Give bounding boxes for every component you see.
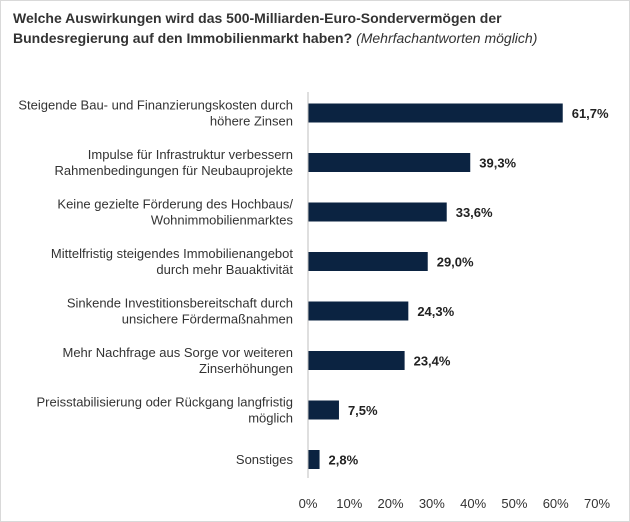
category-label: Wohnimmobilienmarktes — [151, 213, 294, 228]
data-label: 39,3% — [479, 156, 516, 171]
x-tick-label: 20% — [378, 496, 404, 511]
category-label: Zinserhöhungen — [199, 361, 293, 376]
category-label: höhere Zinsen — [210, 114, 293, 129]
x-tick-label: 70% — [584, 496, 610, 511]
data-label: 23,4% — [414, 354, 451, 369]
data-label: 33,6% — [456, 205, 493, 220]
category-label: Impulse für Infrastruktur verbessern — [88, 147, 293, 162]
bar — [308, 103, 563, 123]
data-label: 61,7% — [572, 106, 609, 121]
x-tick-label: 30% — [419, 496, 445, 511]
category-label: Sinkende Investitionsbereitschaft durch — [67, 296, 293, 311]
value-labels: 61,7% 39,3% 33,6% 29,0% 24,3% 23,4% 7,5% 2,8% — [329, 106, 609, 468]
x-tick-label: 0% — [299, 496, 318, 511]
category-label: Rahmenbedingungen für Neubauprojekte — [54, 163, 293, 178]
chart-title-main: Welche Auswirkungen wird das 500-Milliar… — [13, 10, 502, 46]
chart-subtitle: (Mehrfachantworten möglich) — [356, 30, 538, 46]
category-label: durch mehr Bauaktivität — [156, 262, 293, 277]
bar — [308, 400, 339, 420]
category-label: Keine gezielte Förderung des Hochbaus/ — [57, 197, 293, 212]
bar — [308, 450, 320, 469]
data-label: 24,3% — [417, 304, 454, 319]
bar — [308, 301, 409, 321]
category-label: möglich — [248, 411, 293, 426]
category-label: Sonstiges — [236, 452, 294, 467]
category-label: Preisstabilisierung oder Rückgang langfr… — [36, 395, 293, 410]
category-label: Steigende Bau- und Finanzierungskosten d… — [18, 98, 293, 113]
x-tick-label: 10% — [336, 496, 362, 511]
data-label: 7,5% — [348, 403, 378, 418]
data-label: 29,0% — [437, 255, 474, 270]
category-label: Mittelfristig steigendes Immobilienangeb… — [51, 246, 293, 261]
chart-title: Welche Auswirkungen wird das 500-Milliar… — [13, 8, 553, 48]
category-label: Mehr Nachfrage aus Sorge vor weiteren — [62, 345, 293, 360]
x-axis-tick-labels: 0% 10% 20% 30% 40% 50% 60% 70% — [299, 496, 611, 511]
bar — [308, 351, 405, 370]
data-label: 2,8% — [329, 453, 359, 468]
bar — [308, 153, 471, 172]
x-tick-label: 60% — [543, 496, 569, 511]
bar — [308, 202, 447, 222]
category-label: unsichere Fördermaßnahmen — [122, 312, 293, 327]
bar — [308, 252, 428, 271]
x-tick-label: 40% — [460, 496, 486, 511]
bars — [308, 103, 563, 469]
x-tick-label: 50% — [501, 496, 527, 511]
category-labels: Steigende Bau- und Finanzierungskosten d… — [18, 98, 293, 468]
